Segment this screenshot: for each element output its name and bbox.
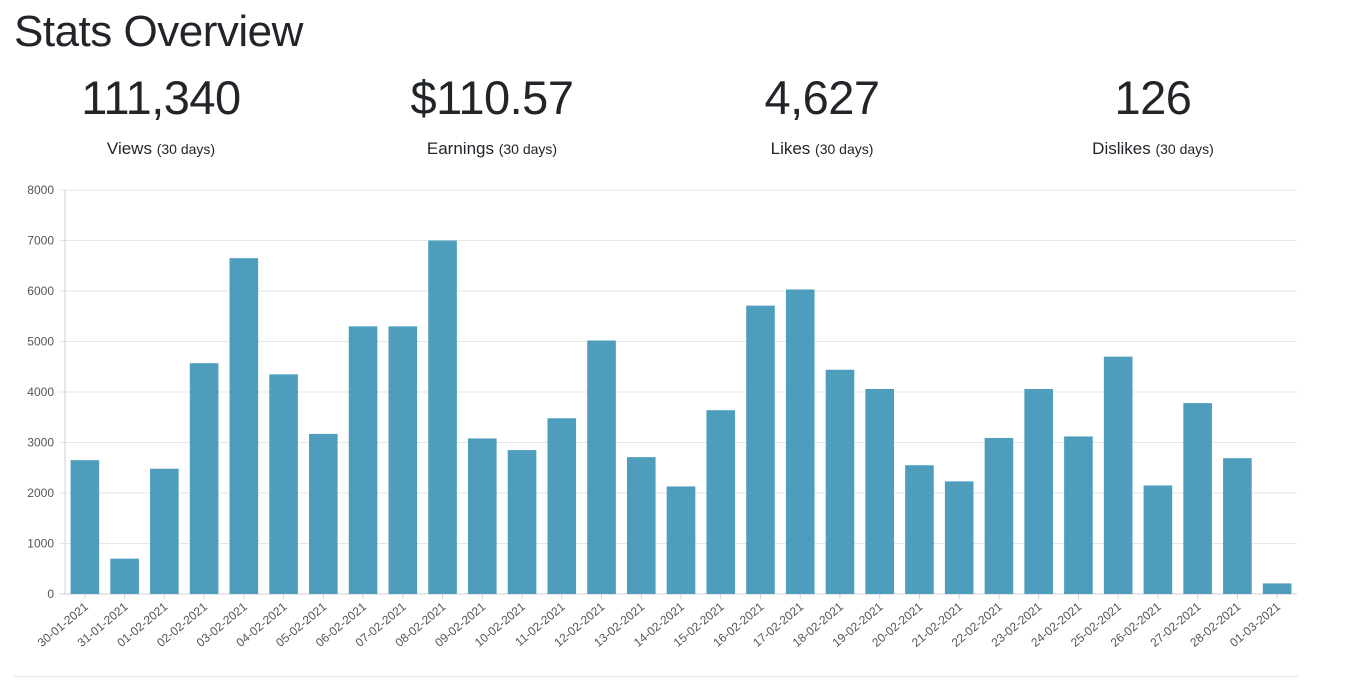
bar bbox=[189, 363, 219, 594]
divider bbox=[14, 676, 1298, 677]
stats-summary: 111,340 Views (30 days) $110.57 Earnings… bbox=[0, 70, 1372, 170]
bar bbox=[547, 418, 577, 594]
bar bbox=[348, 326, 378, 594]
bar bbox=[1262, 583, 1292, 594]
stat-value: 111,340 bbox=[81, 71, 241, 124]
page-title: Stats Overview bbox=[14, 7, 303, 56]
bar bbox=[865, 388, 895, 594]
stat-caption: Earnings (30 days) bbox=[342, 138, 642, 160]
stat-label: Views bbox=[106, 139, 152, 158]
bar bbox=[110, 558, 139, 594]
stat-label: Dislikes bbox=[1092, 139, 1151, 158]
stat-value: $110.57 bbox=[410, 71, 574, 124]
bar bbox=[1223, 458, 1252, 594]
stat-label: Likes bbox=[770, 139, 811, 158]
y-tick-label: 5000 bbox=[27, 335, 54, 349]
bar bbox=[388, 326, 418, 594]
bar bbox=[1103, 356, 1133, 594]
y-tick-label: 8000 bbox=[27, 183, 54, 197]
bar bbox=[1183, 403, 1212, 594]
stat-period: (30 days) bbox=[498, 141, 558, 157]
bar bbox=[706, 410, 736, 594]
bar bbox=[70, 460, 100, 594]
stat-period: (30 days) bbox=[1155, 141, 1214, 157]
stat-caption: Likes (30 days) bbox=[672, 138, 972, 160]
stat-dislikes: 126 Dislikes (30 days) bbox=[1003, 70, 1303, 160]
bar bbox=[587, 340, 616, 594]
stat-period: (30 days) bbox=[156, 141, 216, 157]
bar bbox=[785, 289, 815, 594]
bar bbox=[507, 450, 537, 594]
bar bbox=[309, 433, 338, 594]
bar bbox=[1143, 485, 1173, 594]
bar bbox=[944, 481, 974, 594]
bar bbox=[467, 438, 497, 594]
stat-caption: Views (30 days) bbox=[11, 138, 311, 160]
bar bbox=[626, 457, 656, 594]
bar bbox=[825, 369, 855, 594]
bar bbox=[666, 486, 696, 594]
bar bbox=[269, 374, 298, 594]
views-bar-chart: 01000200030004000500060007000800030-01-2… bbox=[27, 183, 1297, 650]
y-tick-label: 2000 bbox=[27, 486, 54, 500]
bar bbox=[984, 437, 1014, 594]
stat-period: (30 days) bbox=[815, 141, 874, 157]
y-tick-label: 4000 bbox=[27, 385, 54, 399]
stat-views: 111,340 Views (30 days) bbox=[11, 70, 311, 160]
bar bbox=[746, 305, 775, 594]
y-tick-label: 0 bbox=[47, 587, 54, 601]
bar bbox=[428, 240, 457, 594]
y-tick-label: 1000 bbox=[27, 537, 54, 551]
bar bbox=[905, 465, 934, 594]
y-tick-label: 7000 bbox=[27, 234, 54, 248]
stat-value: 4,627 bbox=[764, 71, 880, 124]
bar bbox=[229, 258, 259, 594]
stat-label: Earnings bbox=[426, 139, 494, 158]
bar bbox=[150, 468, 179, 594]
stat-earnings: $110.57 Earnings (30 days) bbox=[342, 70, 642, 160]
bar bbox=[1024, 388, 1053, 594]
stat-likes: 4,627 Likes (30 days) bbox=[672, 70, 972, 160]
stat-caption: Dislikes (30 days) bbox=[1003, 138, 1303, 160]
y-tick-label: 3000 bbox=[27, 436, 54, 450]
bar bbox=[1064, 436, 1093, 594]
stat-value: 126 bbox=[1114, 71, 1192, 124]
y-tick-label: 6000 bbox=[27, 284, 54, 298]
